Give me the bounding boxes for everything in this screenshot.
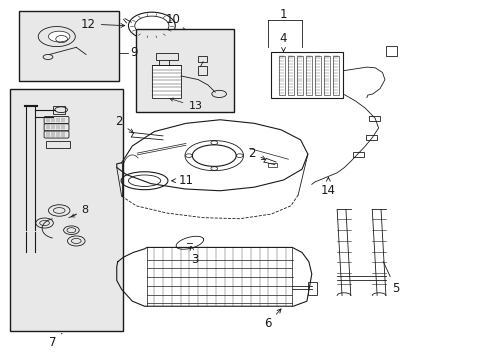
Bar xyxy=(287,56,293,95)
Bar xyxy=(45,140,70,148)
Text: 13: 13 xyxy=(169,98,202,112)
Bar xyxy=(352,152,363,157)
Bar xyxy=(314,56,320,95)
Bar xyxy=(156,53,177,60)
Bar xyxy=(323,56,329,95)
Bar xyxy=(10,89,122,331)
Bar xyxy=(368,116,379,121)
Bar xyxy=(296,56,302,95)
Text: 1: 1 xyxy=(279,8,286,21)
Bar xyxy=(271,52,343,98)
Bar xyxy=(267,163,276,167)
Bar xyxy=(53,106,65,114)
Text: 11: 11 xyxy=(171,174,193,187)
Bar xyxy=(198,66,206,75)
Bar xyxy=(136,30,233,112)
Text: 3: 3 xyxy=(190,246,198,266)
Ellipse shape xyxy=(48,31,70,42)
Text: 9: 9 xyxy=(130,46,137,59)
Bar xyxy=(278,56,285,95)
Bar xyxy=(198,56,206,62)
Text: 2: 2 xyxy=(247,147,265,159)
Text: 4: 4 xyxy=(279,32,286,51)
Bar xyxy=(305,56,311,95)
Bar xyxy=(332,56,338,95)
Text: 12: 12 xyxy=(81,18,124,31)
Text: 2: 2 xyxy=(115,116,133,133)
Bar xyxy=(386,46,396,57)
Text: 7: 7 xyxy=(49,333,62,348)
Bar xyxy=(307,282,316,295)
Bar xyxy=(152,65,181,98)
Text: 10: 10 xyxy=(165,13,184,30)
Bar xyxy=(366,135,376,140)
Text: 6: 6 xyxy=(264,309,281,330)
Text: 5: 5 xyxy=(383,261,399,295)
Bar xyxy=(19,12,119,81)
Text: 14: 14 xyxy=(320,177,335,197)
Text: 8: 8 xyxy=(71,206,88,217)
